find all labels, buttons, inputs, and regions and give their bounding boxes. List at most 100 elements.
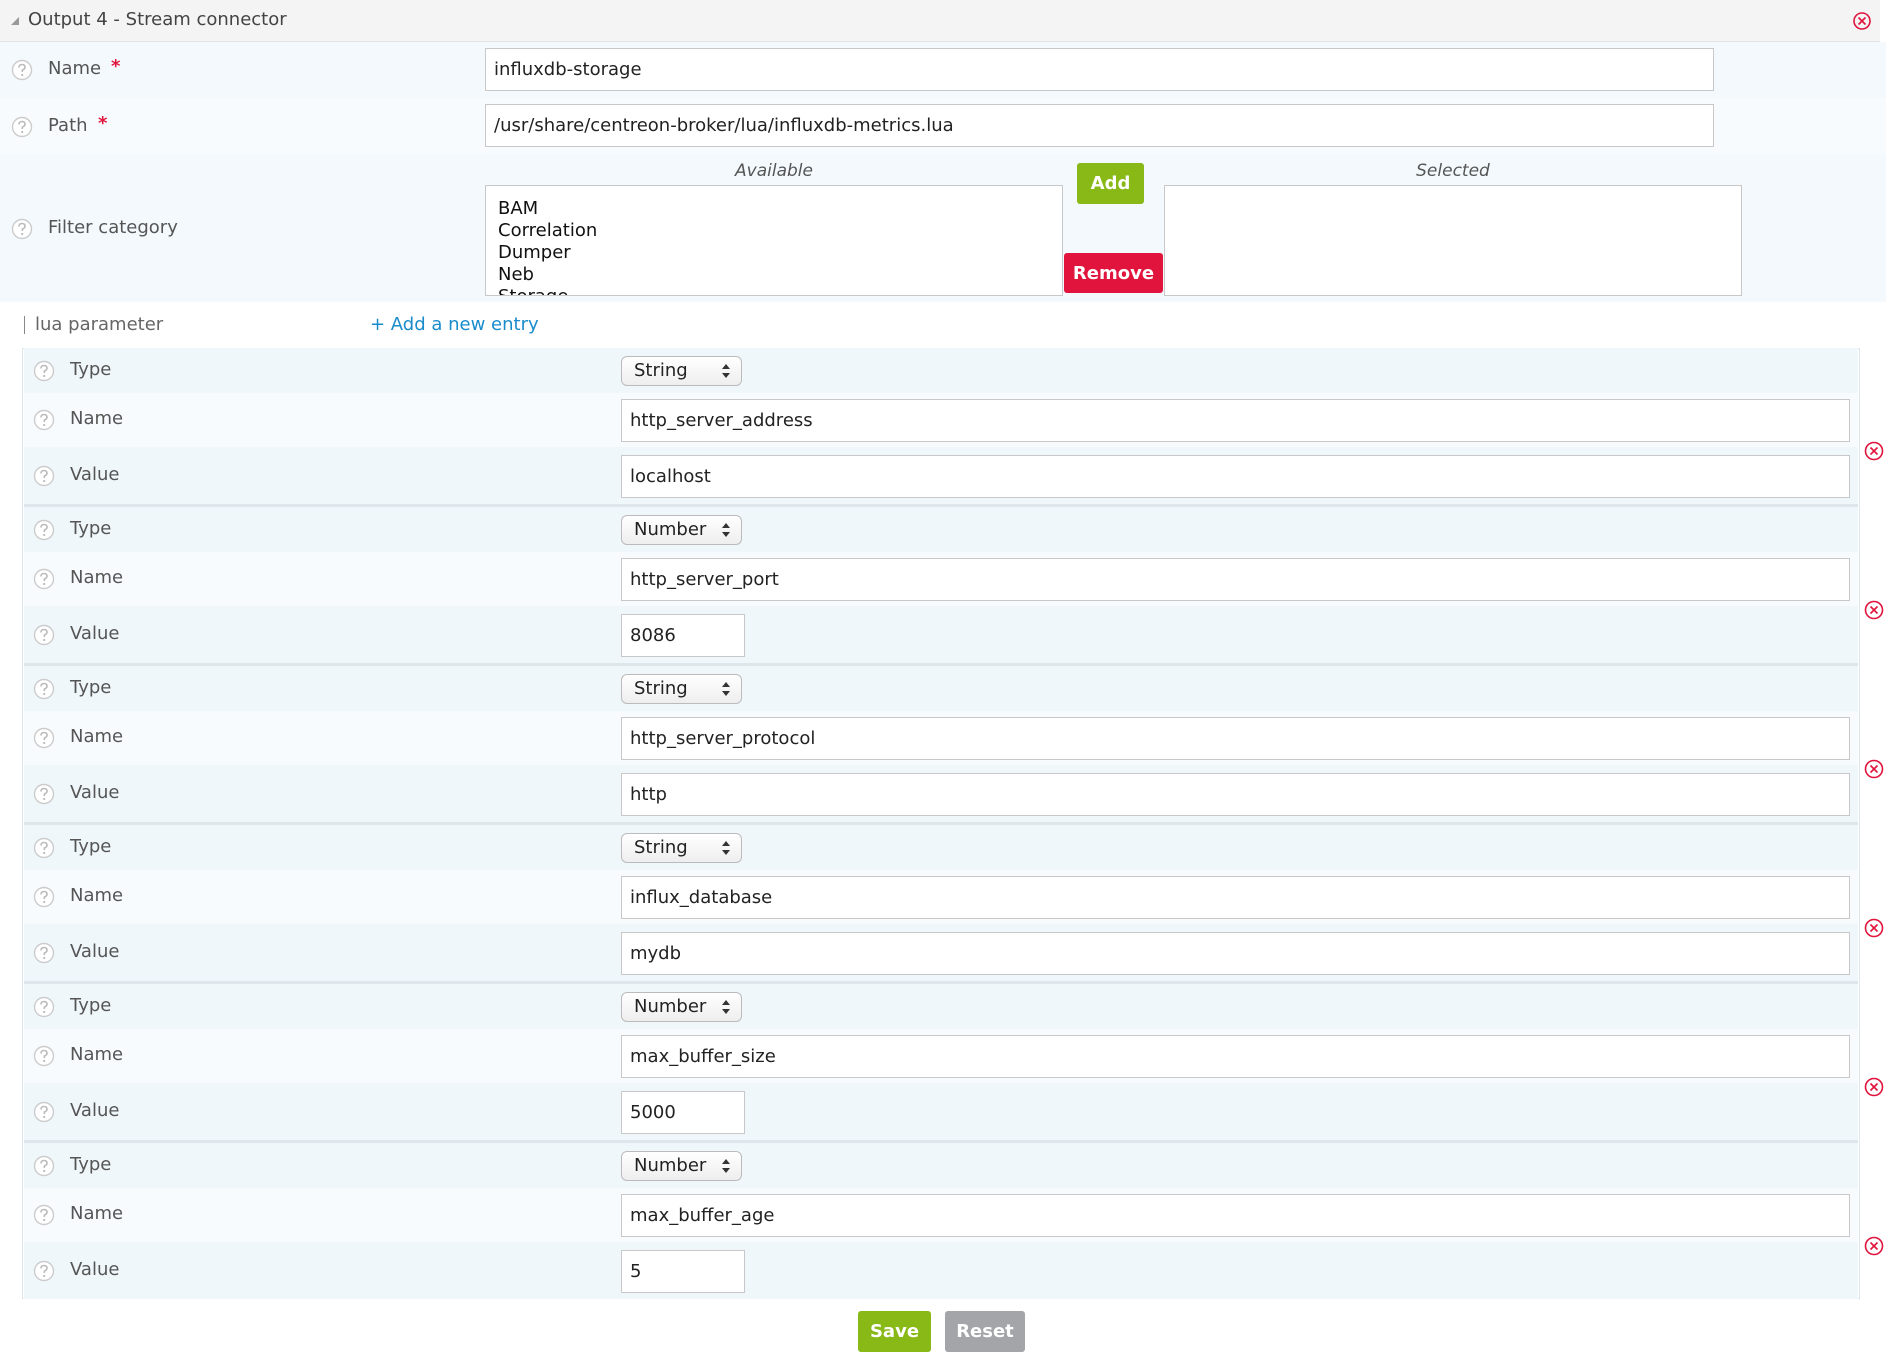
name-input[interactable]: max_buffer_size: [621, 1035, 1850, 1078]
remove-button[interactable]: Remove: [1064, 253, 1163, 293]
save-button[interactable]: Save: [858, 1311, 931, 1352]
selected-title: Selected: [1416, 161, 1490, 181]
reset-button[interactable]: Reset: [945, 1311, 1025, 1352]
entry-label: Type: [70, 994, 112, 1016]
list-option[interactable]: Correlation: [498, 220, 598, 241]
type-select[interactable]: String: [621, 832, 742, 863]
list-option[interactable]: Storage: [498, 286, 1062, 295]
name-input[interactable]: http_server_address: [621, 399, 1850, 442]
help-icon[interactable]: [33, 519, 55, 541]
type-select[interactable]: Number: [621, 1150, 742, 1181]
value-input[interactable]: localhost: [621, 454, 1850, 498]
name-input[interactable]: influx_database: [621, 876, 1850, 919]
select-arrows: [722, 681, 730, 696]
entry-label: Type: [70, 676, 112, 698]
text-input[interactable]: influxdb-storage: [485, 48, 1714, 91]
entry-row: [24, 1242, 1858, 1299]
entry-label: Name: [70, 408, 124, 429]
type-select[interactable]: Number: [621, 514, 742, 545]
entry-label: Value: [70, 463, 120, 485]
entry-label: Type: [70, 835, 112, 857]
entry-separator: [24, 822, 1858, 825]
remove-entry-icon[interactable]: [1863, 440, 1885, 462]
name-input[interactable]: http_server_protocol: [621, 717, 1850, 760]
entry-separator: [24, 504, 1858, 507]
list-option[interactable]: Dumper: [498, 242, 571, 263]
entry-label: Name: [70, 1044, 124, 1065]
entry-label: Name: [70, 567, 124, 588]
type-select[interactable]: String: [621, 355, 742, 386]
type-select[interactable]: String: [621, 673, 742, 704]
help-icon[interactable]: [33, 409, 55, 431]
field-label: Path: [48, 114, 88, 136]
remove-entry-icon[interactable]: [1863, 599, 1885, 621]
help-icon[interactable]: [33, 783, 55, 805]
remove-entry-icon[interactable]: [1863, 1076, 1885, 1098]
entry-label: Type: [70, 358, 112, 380]
required-star: *: [111, 56, 121, 77]
entry-label: Value: [70, 940, 120, 962]
name-input[interactable]: max_buffer_age: [621, 1194, 1850, 1237]
entry-separator: [24, 981, 1858, 984]
value-input[interactable]: 5: [621, 1249, 745, 1293]
entry-label: Value: [70, 781, 120, 803]
help-icon[interactable]: [33, 1045, 55, 1067]
value-input[interactable]: mydb: [621, 931, 1850, 975]
help-icon[interactable]: [33, 886, 55, 908]
type-select[interactable]: Number: [621, 991, 742, 1022]
remove-entry-icon[interactable]: [1863, 758, 1885, 780]
help-icon[interactable]: [33, 568, 55, 590]
add-button[interactable]: Add: [1077, 163, 1144, 204]
remove-entry-icon[interactable]: [1863, 1235, 1885, 1257]
help-icon[interactable]: [33, 678, 55, 700]
entry-row: [24, 825, 1858, 870]
add-entry-link[interactable]: + Add a new entry: [370, 314, 539, 335]
value-input[interactable]: 8086: [621, 613, 745, 657]
select-arrows: [722, 840, 730, 855]
collapse-icon[interactable]: [10, 16, 20, 26]
filter-label: Filter category: [48, 217, 178, 238]
lua-label: lua parameter: [24, 316, 163, 334]
entry-label: Type: [70, 517, 112, 539]
entry-row: [24, 606, 1858, 663]
help-icon[interactable]: [33, 624, 55, 646]
entry-label: Value: [70, 1099, 120, 1121]
help-icon[interactable]: [33, 1260, 55, 1282]
available-list[interactable]: BAMCorrelationDumperNebStorage: [485, 185, 1063, 296]
list-option[interactable]: Neb: [498, 264, 534, 285]
name-input[interactable]: http_server_port: [621, 558, 1850, 601]
help-icon[interactable]: [33, 942, 55, 964]
help-icon[interactable]: [11, 59, 33, 81]
entry-row: [24, 1083, 1858, 1140]
close-icon[interactable]: [1852, 11, 1872, 31]
help-icon[interactable]: [33, 1101, 55, 1123]
help-icon[interactable]: [33, 1155, 55, 1177]
list-option[interactable]: BAM: [498, 198, 539, 219]
help-icon[interactable]: [11, 116, 33, 138]
entry-label: Name: [70, 726, 124, 747]
value-input[interactable]: 5000: [621, 1090, 745, 1134]
field-label: Name: [48, 58, 102, 79]
entry-label: Name: [70, 885, 124, 906]
help-icon[interactable]: [33, 1204, 55, 1226]
entry-label: Name: [70, 1203, 124, 1224]
selected-list[interactable]: [1164, 185, 1742, 296]
help-icon[interactable]: [33, 996, 55, 1018]
help-icon[interactable]: [33, 727, 55, 749]
required-star: *: [98, 112, 108, 134]
entry-label: Value: [70, 1258, 120, 1280]
select-arrows: [722, 999, 730, 1014]
help-icon[interactable]: [33, 360, 55, 382]
help-icon[interactable]: [11, 218, 33, 240]
remove-entry-icon[interactable]: [1863, 917, 1885, 939]
select-arrows: [722, 1158, 730, 1173]
select-arrows: [722, 363, 730, 378]
help-icon[interactable]: [33, 465, 55, 487]
value-input[interactable]: http: [621, 772, 1850, 816]
text-input[interactable]: /usr/share/centreon-broker/lua/influxdb-…: [485, 104, 1714, 147]
entry-separator: [24, 663, 1858, 666]
available-title: Available: [735, 161, 813, 181]
entry-row: [24, 666, 1858, 711]
help-icon[interactable]: [33, 837, 55, 859]
